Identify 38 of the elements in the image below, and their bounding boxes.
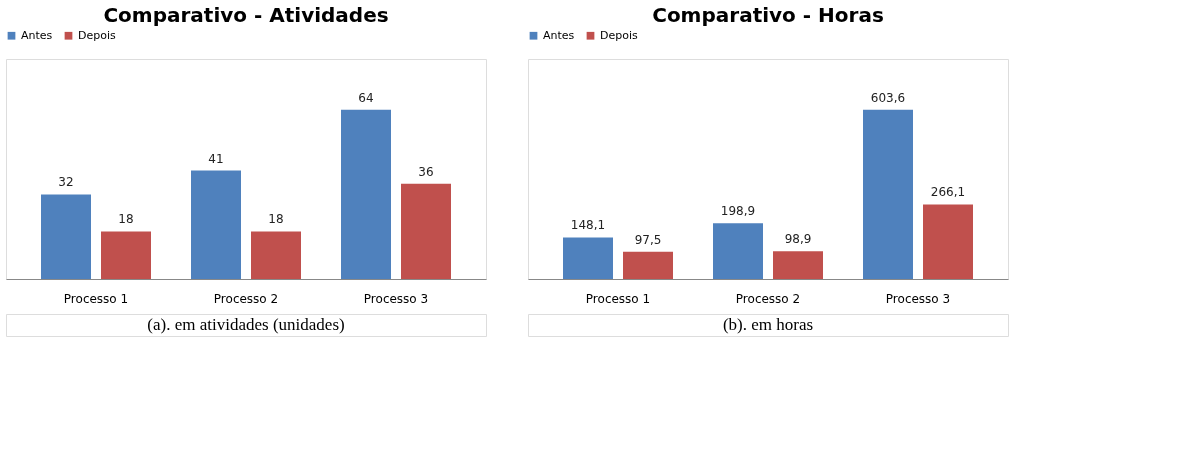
x-tick-label: Processo 1 bbox=[585, 291, 651, 306]
legend-label: Antes bbox=[543, 28, 575, 42]
data-label: 97,5 bbox=[634, 232, 662, 247]
legend-label: Antes bbox=[21, 28, 53, 42]
data-label: 36 bbox=[418, 164, 434, 179]
bar bbox=[863, 109, 913, 279]
x-tick-label: Processo 3 bbox=[885, 291, 951, 306]
x-tick-label: Processo 1 bbox=[63, 291, 129, 306]
data-label: 41 bbox=[208, 151, 224, 166]
chart-title: Comparativo - Atividades bbox=[103, 3, 389, 27]
text: (b). em horas bbox=[722, 315, 814, 334]
data-label: 266,1 bbox=[930, 185, 966, 200]
data-label: 32 bbox=[58, 175, 74, 190]
bar bbox=[341, 109, 391, 279]
chart-title: Comparativo - Horas bbox=[652, 3, 884, 27]
x-tick-label: Processo 3 bbox=[363, 291, 429, 306]
text: (a). em atividades (unidades) bbox=[147, 315, 345, 334]
data-label: 98,9 bbox=[784, 232, 812, 247]
data-label: 18 bbox=[268, 212, 284, 227]
bar bbox=[251, 231, 301, 279]
bar bbox=[41, 194, 91, 279]
bar bbox=[101, 231, 151, 279]
bar bbox=[773, 251, 823, 279]
data-label: 148,1 bbox=[570, 218, 606, 233]
bar bbox=[401, 183, 451, 279]
bar bbox=[563, 237, 613, 279]
data-label: 198,9 bbox=[720, 204, 756, 219]
data-label: 603,6 bbox=[870, 90, 906, 105]
bar bbox=[623, 251, 673, 279]
bar bbox=[191, 170, 241, 279]
data-label: 18 bbox=[118, 212, 134, 227]
x-tick-label: Processo 2 bbox=[735, 291, 801, 306]
bar bbox=[713, 223, 763, 279]
bar bbox=[923, 204, 973, 279]
data-label: 64 bbox=[358, 90, 374, 105]
legend-label: Depois bbox=[600, 28, 639, 42]
legend-label: Depois bbox=[78, 28, 117, 42]
x-tick-label: Processo 2 bbox=[213, 291, 279, 306]
